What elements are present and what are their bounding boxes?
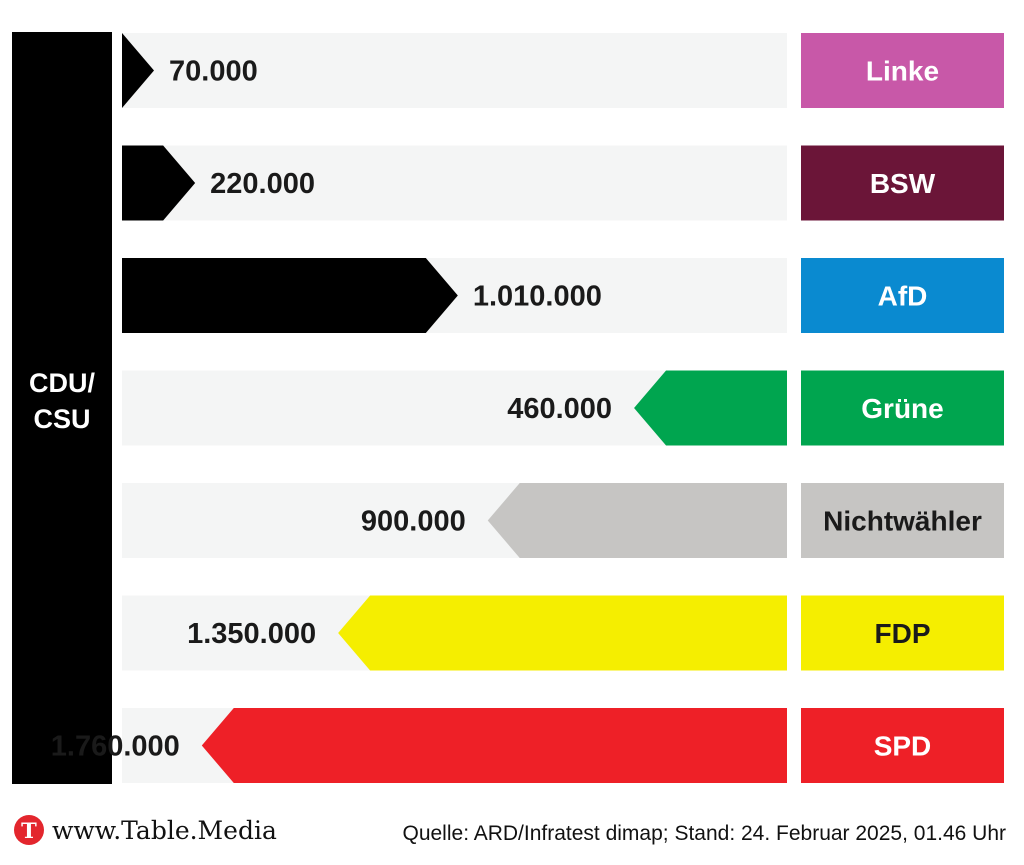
- party-label-grüne: Grüne: [861, 393, 943, 424]
- party-label-nichtwähler: Nichtwähler: [823, 506, 982, 537]
- value-label-grüne: 460.000: [507, 393, 612, 425]
- voter-migration-chart: 70.000 Linke 220.000 BSW 1.010.000 AfD 460.000…: [51, 33, 1004, 783]
- party-box-spd: [801, 708, 1004, 783]
- logo-mark-icon: T: [14, 815, 44, 845]
- site-name: www.Table.Media: [52, 815, 277, 845]
- cdu-csu-label: CDU/ CSU: [29, 367, 95, 434]
- bar-afd: [122, 258, 458, 333]
- value-label-linke: 70.000: [169, 56, 258, 88]
- party-label-linke: Linke: [866, 56, 939, 87]
- party-box-linke: [801, 33, 1004, 108]
- party-label-afd: AfD: [878, 281, 928, 312]
- table-media-logo: T www.Table.Media: [14, 815, 277, 845]
- party-box-fdp: [801, 595, 1004, 671]
- bar-grüne: [634, 370, 787, 446]
- bar-bsw: [122, 145, 196, 221]
- value-label-fdp: 1.350.000: [187, 618, 316, 650]
- cdu-csu-bar: CDU/ CSU: [12, 32, 112, 784]
- bar-linke: [122, 33, 154, 108]
- value-label-spd: 1.760.000: [51, 731, 180, 763]
- party-box-grüne: [801, 370, 1004, 446]
- source-note: Quelle: ARD/Infratest dimap; Stand: 24. …: [402, 822, 1006, 845]
- bar-spd: [201, 708, 788, 783]
- party-label-bsw: BSW: [870, 168, 936, 199]
- party-box-nichtwähler: [801, 483, 1004, 558]
- value-label-bsw: 220.000: [210, 168, 315, 200]
- party-box-afd: [801, 258, 1004, 333]
- bar-fdp: [338, 595, 787, 671]
- row-background-bsw: [122, 145, 787, 221]
- party-label-fdp: FDP: [875, 618, 931, 649]
- value-label-nichtwähler: 900.000: [361, 506, 466, 538]
- party-box-bsw: [801, 145, 1004, 221]
- bar-nichtwähler: [487, 483, 787, 558]
- party-label-spd: SPD: [874, 731, 932, 762]
- value-label-afd: 1.010.000: [473, 281, 602, 313]
- row-background-linke: [122, 33, 787, 108]
